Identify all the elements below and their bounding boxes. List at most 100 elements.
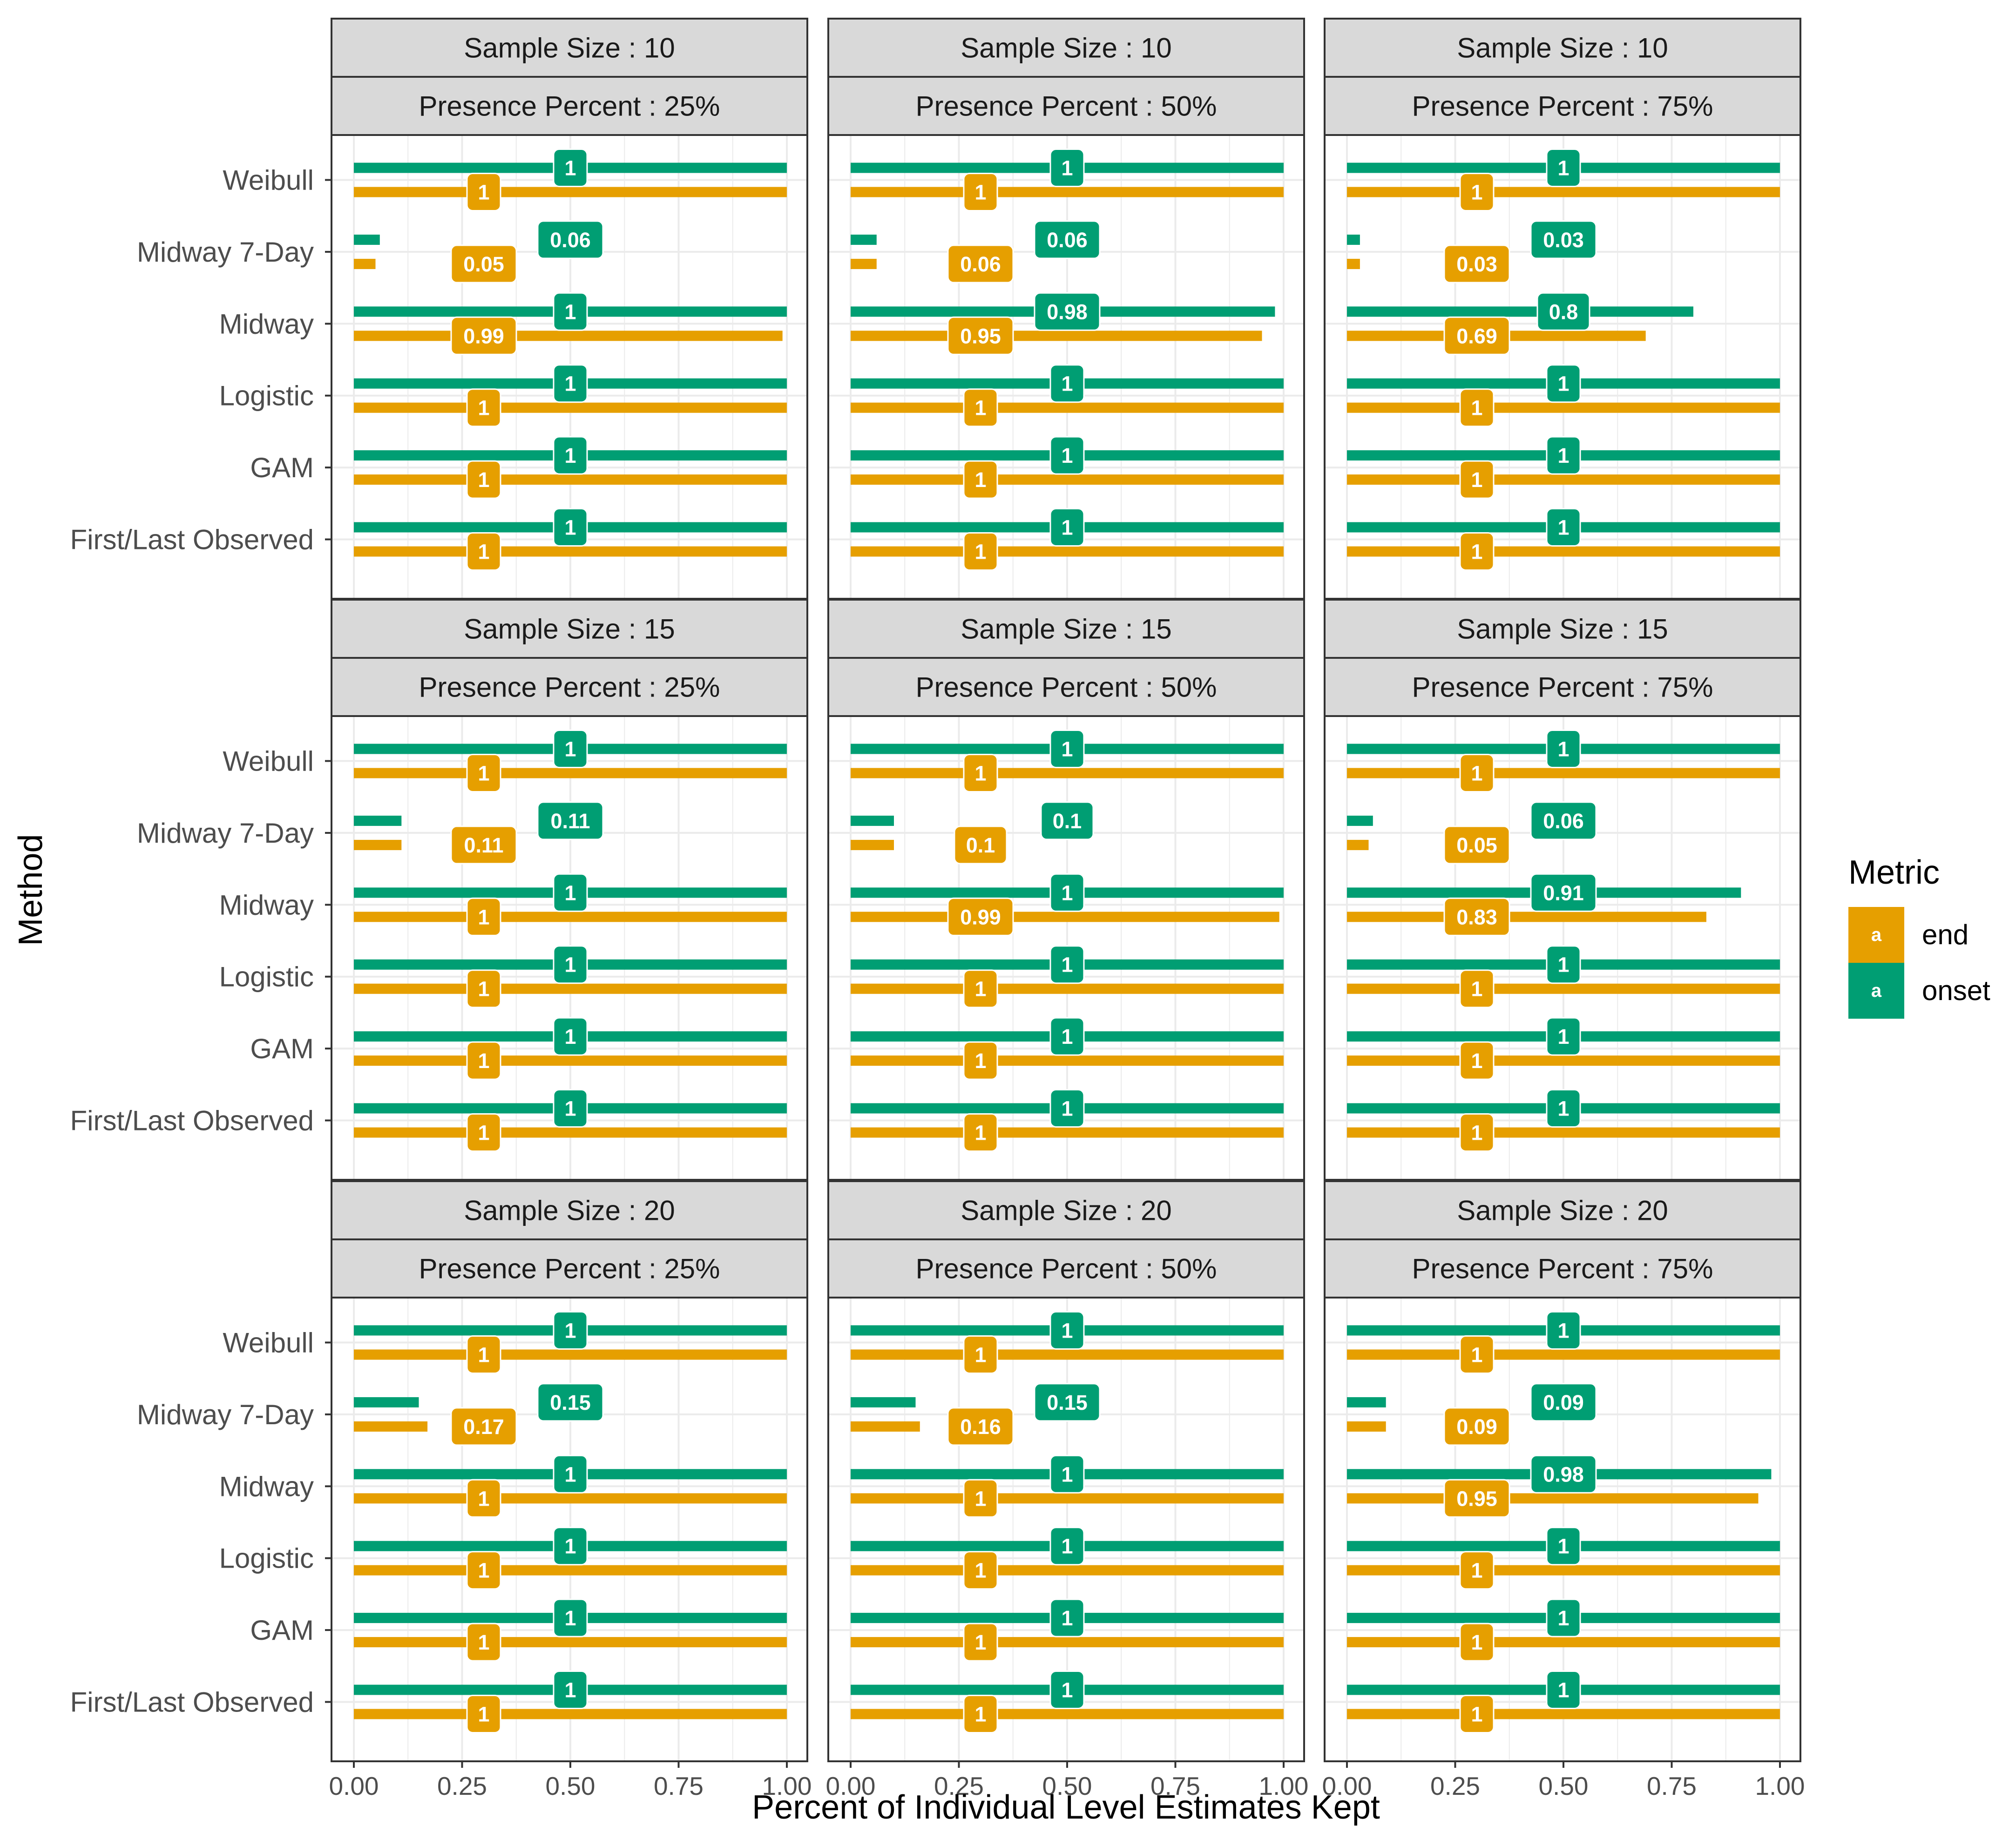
y-tick-label: Midway 7-Day — [137, 1399, 314, 1430]
data-label-end: 1 — [478, 1121, 489, 1145]
data-label-end: 0.06 — [960, 252, 1001, 276]
data-label-onset: 1 — [564, 1097, 576, 1121]
bar-end — [851, 258, 877, 269]
data-label-end: 0.99 — [960, 905, 1001, 929]
data-label-end: 1 — [1471, 540, 1482, 564]
strip-presence-percent-label: Presence Percent : 25% — [419, 1253, 720, 1285]
facet-panel: Sample Size : 20 Presence Percent : 25% 1 1… — [70, 1180, 812, 1800]
panel-border — [1324, 715, 1801, 1181]
bar-end — [851, 983, 1284, 994]
data-label-onset: 1 — [1557, 516, 1569, 540]
data-label-onset-box — [553, 730, 588, 768]
bar-end — [1347, 983, 1780, 994]
data-label-onset: 0.91 — [1543, 881, 1584, 905]
bar-onset — [851, 234, 877, 245]
legend: Metric a end a onset — [1848, 854, 1990, 1019]
data-label-onset: 0.03 — [1543, 228, 1584, 252]
data-label-onset: 1 — [564, 953, 576, 977]
data-label-end-box — [954, 825, 1008, 865]
data-label-onset: 1 — [1061, 156, 1073, 180]
data-label-end-box — [466, 969, 501, 1008]
legend-key-onset — [1848, 963, 1904, 1019]
data-label-onset: 0.15 — [1047, 1391, 1088, 1414]
bar-end — [354, 768, 787, 778]
bar-onset — [851, 815, 894, 826]
strip-presence-percent-label: Presence Percent : 50% — [915, 1253, 1217, 1285]
data-label-end-box — [1443, 1407, 1510, 1446]
data-label-onset-box — [1049, 1527, 1085, 1566]
x-tick-label: 0.50 — [1042, 1772, 1092, 1800]
strip-presence-percent — [1324, 76, 1801, 136]
data-label-end-box — [1459, 388, 1495, 427]
data-label-onset-box — [1049, 1454, 1085, 1494]
data-label-onset: 1 — [564, 1535, 576, 1558]
data-label-end-box — [963, 1113, 998, 1152]
x-tick-label: 0.75 — [1647, 1772, 1697, 1800]
strip-presence-percent — [331, 76, 808, 136]
data-label-end: 0.09 — [1456, 1415, 1497, 1439]
data-label-end: 1 — [1471, 1703, 1482, 1726]
data-label-onset-box — [553, 1598, 588, 1637]
data-label-onset: 1 — [1061, 1678, 1073, 1702]
facet-panel: Sample Size : 10 Presence Percent : 50% 1 1… — [827, 18, 1305, 600]
data-label-end: 1 — [974, 540, 986, 564]
bar-end — [1347, 1493, 1759, 1504]
data-label-onset-box — [1546, 1671, 1581, 1709]
data-label-onset: 0.06 — [1543, 809, 1584, 833]
bar-end — [354, 1637, 787, 1648]
legend-label-onset: onset — [1922, 975, 1990, 1006]
data-label-end-box — [466, 1551, 501, 1590]
data-label-end: 1 — [974, 1703, 986, 1726]
data-label-end-box — [1443, 316, 1510, 355]
data-label-onset-box — [553, 1454, 588, 1494]
data-label-end-box — [947, 1407, 1014, 1446]
data-label-onset: 1 — [564, 1606, 576, 1630]
data-label-end: 1 — [974, 1487, 986, 1510]
data-label-end: 0.1 — [966, 833, 995, 857]
panel-border — [331, 715, 808, 1181]
data-label-onset: 1 — [564, 1678, 576, 1702]
data-label-onset: 1 — [1061, 1097, 1073, 1121]
data-label-end-box — [466, 1623, 501, 1662]
data-label-onset: 1 — [1061, 1462, 1073, 1486]
data-label-end: 1 — [478, 1630, 489, 1654]
data-label-onset-box — [537, 1383, 604, 1422]
strip-presence-percent — [331, 657, 808, 717]
data-label-end-box — [1443, 1479, 1510, 1518]
data-label-onset-box — [553, 508, 588, 547]
data-label-end: 1 — [478, 1487, 489, 1510]
data-label-end: 0.05 — [1456, 833, 1497, 857]
data-label-end: 1 — [974, 1343, 986, 1367]
data-label-onset-box — [553, 1527, 588, 1566]
data-label-onset: 1 — [1557, 372, 1569, 396]
strip-sample-size-label: Sample Size : 10 — [464, 33, 675, 64]
strip-presence-percent-label: Presence Percent : 50% — [915, 91, 1217, 122]
bar-end — [851, 1421, 920, 1432]
data-label-onset: 0.98 — [1543, 1462, 1584, 1486]
data-label-onset-box — [1034, 1383, 1101, 1422]
bar-end — [354, 1493, 787, 1504]
bar-end — [851, 912, 1279, 922]
data-label-onset-box — [1546, 1017, 1581, 1056]
y-tick-label: Midway — [219, 889, 314, 920]
bar-end — [354, 546, 787, 557]
data-label-onset-box — [1049, 364, 1085, 403]
bar-onset — [1347, 815, 1373, 826]
data-label-onset-box — [553, 873, 588, 912]
data-label-end-box — [963, 173, 998, 211]
panel-border — [827, 715, 1305, 1181]
data-label-onset: 1 — [564, 372, 576, 396]
data-label-end: 1 — [1471, 396, 1482, 420]
data-label-end-box — [450, 316, 517, 355]
bar-end — [354, 983, 787, 994]
bar-end — [1347, 258, 1360, 269]
facet-panel: Sample Size : 10 Presence Percent : 75% 1 1… — [1324, 18, 1801, 600]
data-label-onset-box — [1034, 292, 1101, 331]
data-label-onset-box — [1049, 1017, 1085, 1056]
bar-end — [1347, 839, 1369, 850]
data-label-end: 0.05 — [463, 252, 504, 276]
data-label-onset-box — [1049, 873, 1085, 912]
bar-end — [354, 258, 376, 269]
y-tick-label: GAM — [250, 452, 314, 483]
data-label-end: 0.95 — [1456, 1487, 1497, 1510]
